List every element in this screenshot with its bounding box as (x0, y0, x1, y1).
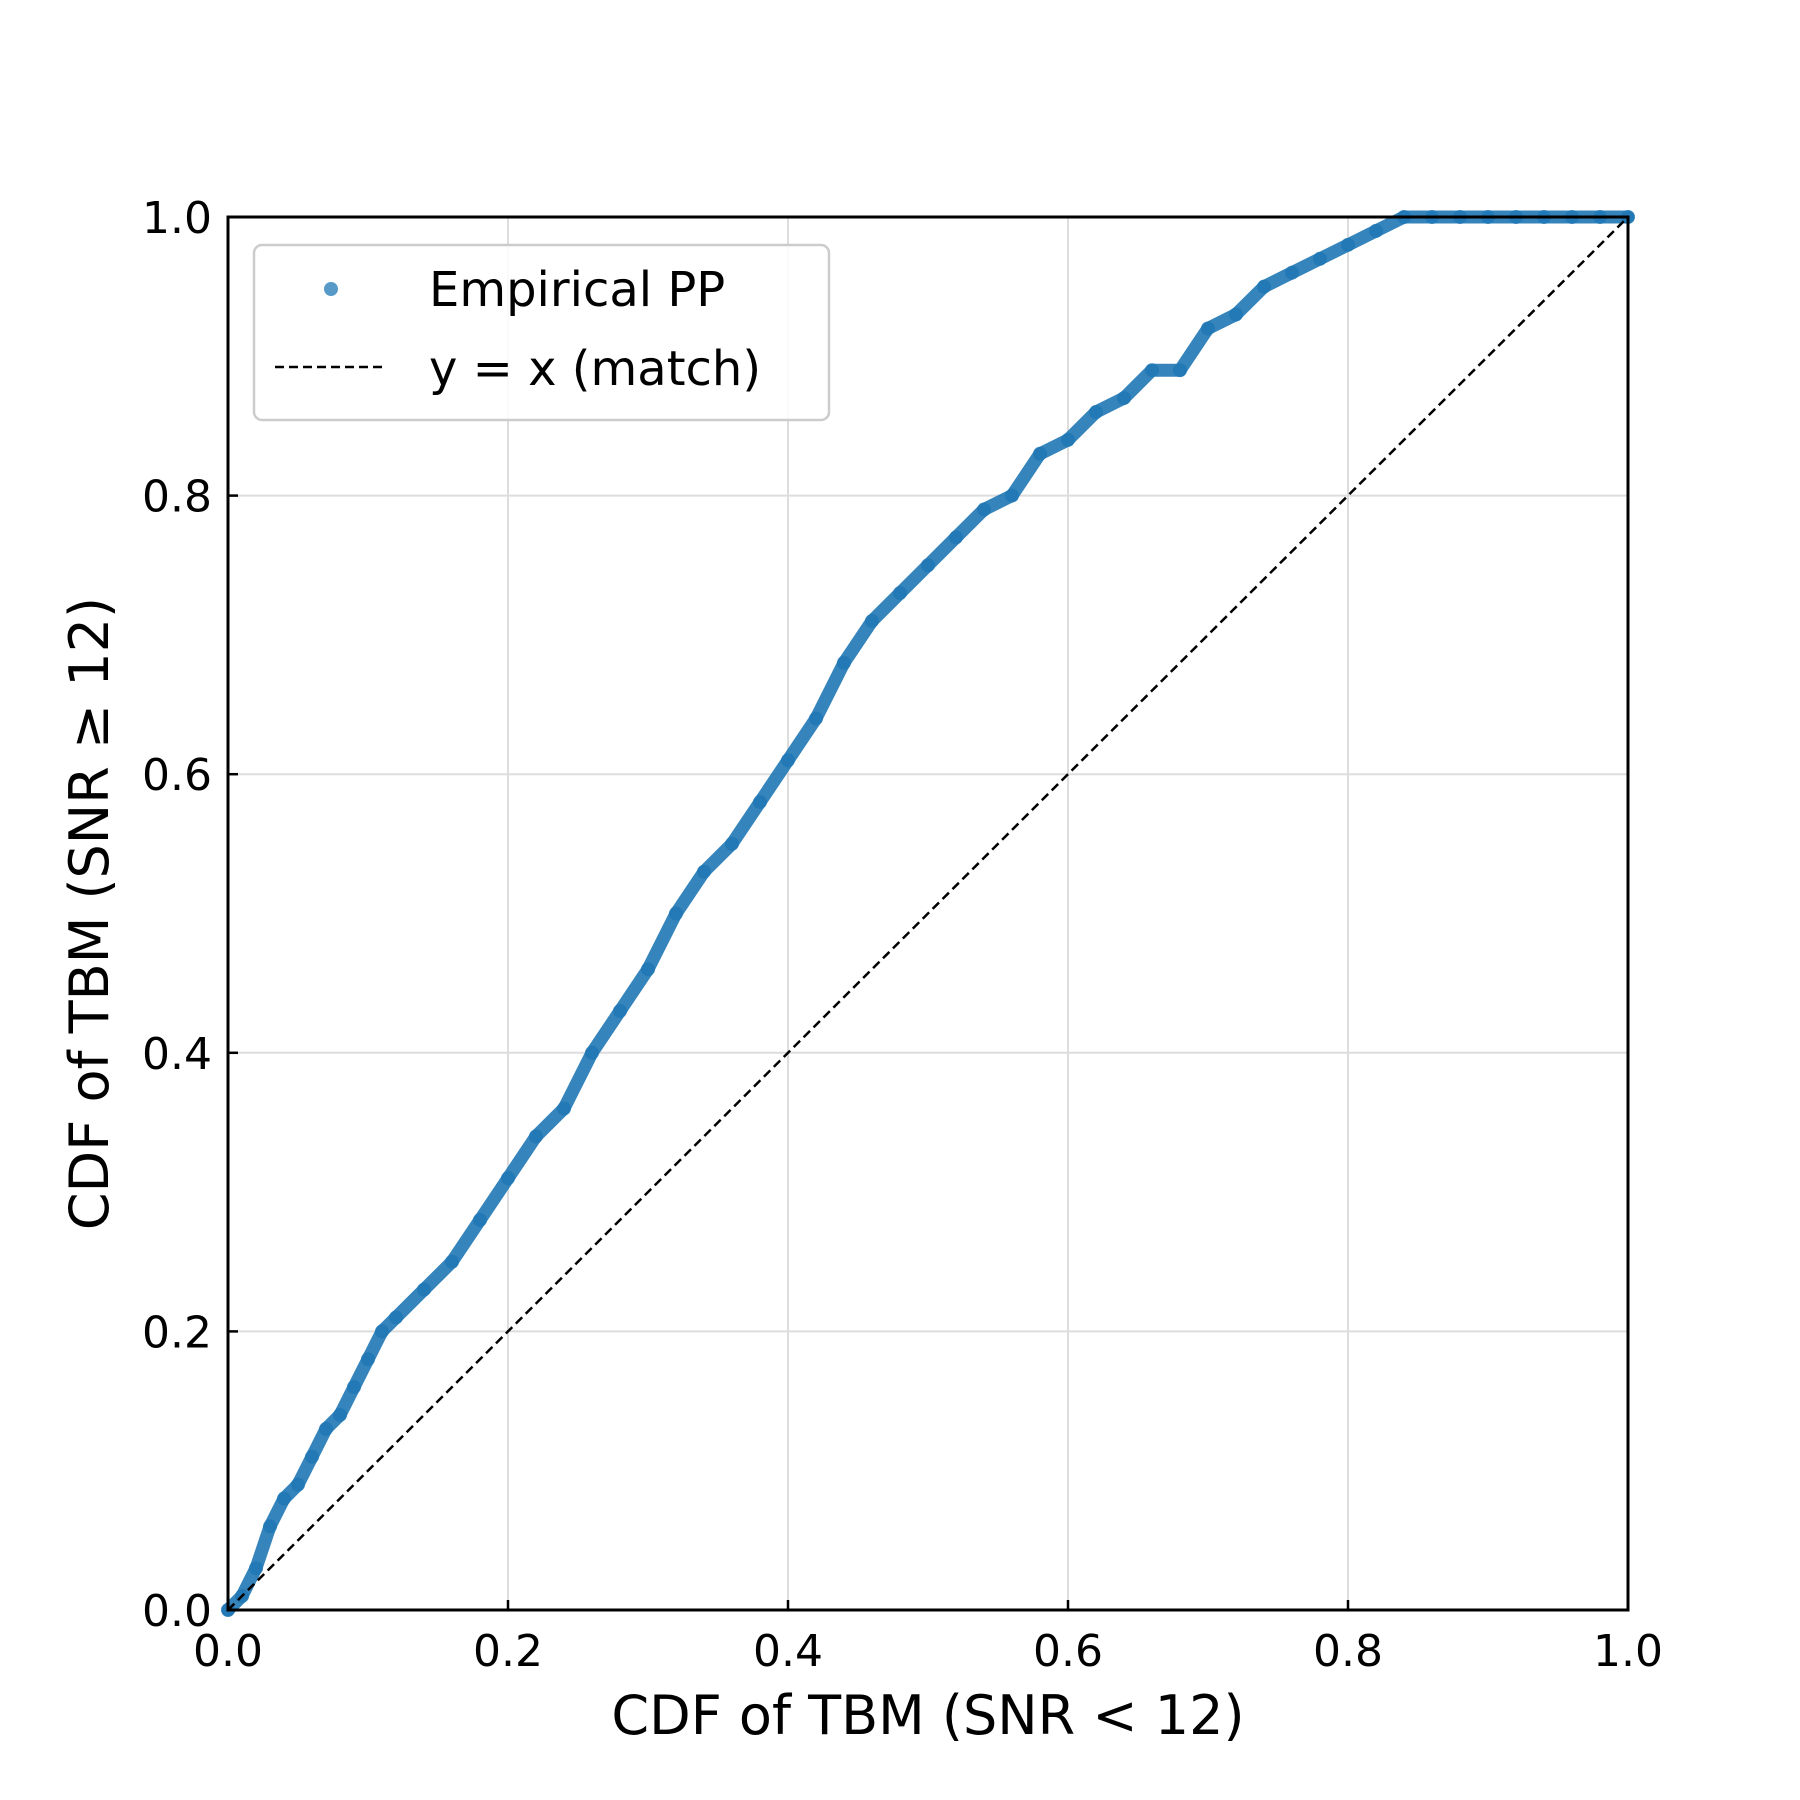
data-point (921, 558, 935, 573)
y-tick-label: 0.2 (142, 1307, 212, 1358)
data-point (1229, 307, 1243, 322)
data-point (1285, 265, 1299, 280)
data-point (557, 1101, 571, 1116)
plot-data (221, 210, 1635, 1617)
data-point (1313, 251, 1327, 266)
match-line (227, 216, 1629, 1611)
x-tick-label: 0.6 (1033, 1626, 1103, 1677)
data-point (613, 1004, 627, 1019)
x-axis-label: CDF of TBM (SNR < 12) (611, 1684, 1244, 1747)
y-tick-label: 0.4 (142, 1029, 212, 1080)
y-tick-label: 0.0 (142, 1586, 212, 1637)
ticks: 0.0 0.2 0.4 0.6 0.8 1.0 0.0 0.2 0.4 0.6 0.8 1.0 (142, 193, 1663, 1677)
data-point (1117, 391, 1131, 406)
data-point (809, 711, 823, 726)
data-point (361, 1352, 375, 1367)
data-point (1145, 363, 1159, 378)
data-point (781, 753, 795, 768)
x-tick-label: 0.0 (193, 1626, 263, 1677)
data-point (249, 1561, 263, 1576)
data-point (893, 586, 907, 601)
grid (227, 216, 1629, 1611)
data-point (291, 1477, 305, 1492)
y-axis-label: CDF of TBM (SNR ≥ 12) (58, 597, 121, 1230)
x-tick-label: 0.2 (473, 1626, 543, 1677)
data-point (1033, 446, 1047, 461)
data-point (753, 795, 767, 810)
legend-label-empirical-pp: Empirical PP (429, 262, 725, 318)
data-point (1005, 488, 1019, 503)
x-tick-label: 1.0 (1593, 1626, 1663, 1677)
data-point (305, 1449, 319, 1464)
y-tick-label: 0.6 (142, 750, 212, 801)
data-point (697, 864, 711, 879)
data-point (389, 1310, 403, 1325)
legend-label-match-line: y = x (match) (429, 341, 761, 397)
data-point (1173, 363, 1187, 378)
y-tick-label: 1.0 (142, 193, 212, 244)
data-point (1201, 321, 1215, 336)
data-point (1341, 237, 1355, 252)
y-tick-label: 0.8 (142, 472, 212, 523)
data-point (725, 836, 739, 851)
data-point (1089, 405, 1103, 420)
data-point (585, 1045, 599, 1060)
data-point (641, 962, 655, 977)
legend: Empirical PP y = x (match) (252, 243, 831, 422)
data-point (473, 1212, 487, 1227)
data-point (347, 1380, 361, 1395)
data-point (529, 1129, 543, 1144)
data-point (445, 1254, 459, 1269)
data-point (417, 1282, 431, 1297)
data-point (1369, 223, 1383, 238)
data-point (319, 1421, 333, 1436)
data-point (1061, 432, 1075, 447)
plot-frame (226, 215, 1630, 1612)
data-point (669, 906, 683, 921)
x-tick-label: 0.4 (753, 1626, 823, 1677)
data-point (375, 1324, 389, 1339)
data-point (333, 1407, 347, 1422)
legend-box (252, 243, 831, 422)
x-tick-label: 0.8 (1313, 1626, 1383, 1677)
data-point (865, 613, 879, 628)
data-point (277, 1491, 291, 1506)
data-point (1257, 279, 1271, 294)
legend-marker-dot (324, 282, 338, 296)
data-point (263, 1519, 277, 1534)
data-point (977, 502, 991, 517)
data-point (501, 1171, 515, 1186)
data-point (949, 530, 963, 545)
data-point (837, 655, 851, 670)
